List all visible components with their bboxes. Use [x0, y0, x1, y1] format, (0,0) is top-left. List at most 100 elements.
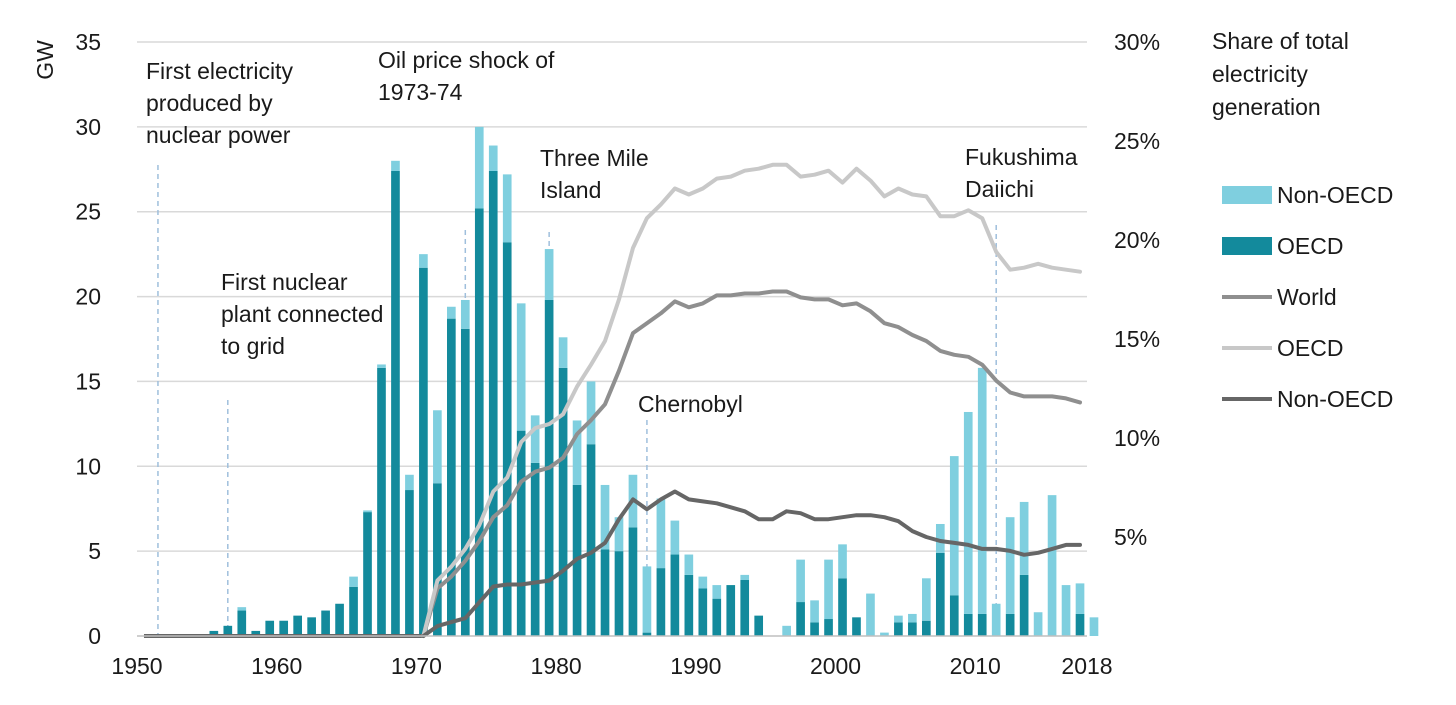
bar-oecd: [642, 632, 652, 636]
y-left-tick-label: 20: [75, 284, 101, 310]
bar-oecd: [894, 622, 903, 636]
bar-non-oecd: [894, 615, 903, 623]
y-left-tick-label: 15: [75, 368, 101, 394]
x-tick-label: 1950: [111, 653, 162, 679]
bar-oecd: [558, 367, 568, 636]
y-right-tick-label: 20%: [1114, 227, 1160, 253]
legend-label: World: [1277, 284, 1337, 310]
bar-oecd: [405, 490, 414, 636]
annotation-text: 1973-74: [378, 79, 463, 105]
bar-oecd: [740, 579, 750, 636]
bar-oecd: [530, 462, 540, 636]
series-line-oecd: [421, 162, 1082, 638]
bar-oecd: [335, 603, 344, 636]
bar-oecd: [852, 617, 861, 636]
bar-oecd: [223, 625, 233, 636]
bar-oecd: [460, 328, 470, 636]
bar-oecd: [600, 549, 610, 636]
x-tick-label: 1990: [670, 653, 721, 679]
annotation-text: to grid: [221, 333, 285, 359]
x-tick-label: 1980: [531, 653, 582, 679]
bar-oecd: [935, 552, 945, 636]
annotation-text: nuclear power: [146, 122, 291, 148]
x-tick-label: 2018: [1061, 653, 1112, 679]
annotations: First electricity produced by nuclear powe…: [146, 47, 1078, 417]
bar-non-oecd: [740, 574, 750, 580]
y-left-tick-label: 30: [75, 114, 101, 140]
bar-oecd: [516, 430, 526, 636]
annotation-text: First nuclear: [221, 269, 348, 295]
annotation-text: Fukushima: [965, 144, 1078, 170]
bar-non-oecd: [502, 174, 512, 243]
bar-oecd: [209, 630, 219, 636]
legend: Non-OECD OECD World OECD Non-OECD: [1222, 182, 1393, 412]
bar-oecd: [237, 610, 247, 636]
bar-non-oecd: [782, 625, 791, 636]
bar-oecd: [977, 613, 987, 636]
x-tick-label: 1970: [391, 653, 442, 679]
bar-non-oecd: [1033, 612, 1043, 636]
bar-non-oecd: [977, 367, 987, 614]
annotation-text: First electricity: [146, 58, 293, 84]
bar-oecd: [391, 170, 400, 637]
bar-non-oecd: [1047, 495, 1057, 636]
bar-non-oecd: [600, 484, 610, 550]
series-line-non-oecd: [421, 489, 1082, 638]
bar-oecd: [586, 444, 596, 636]
bar-oecd: [614, 551, 624, 636]
annotation-text: plant connected: [221, 301, 383, 327]
bar-oecd: [824, 619, 833, 636]
bar-non-oecd: [922, 578, 931, 621]
bar-oecd: [433, 483, 442, 636]
y-left-tick-label: 5: [88, 538, 101, 564]
bar-non-oecd: [586, 381, 596, 445]
legend-label: Non-OECD: [1277, 386, 1393, 412]
bar-oecd: [963, 613, 973, 636]
bar-non-oecd: [991, 603, 1001, 636]
bar-non-oecd: [363, 510, 372, 513]
bar-oecd: [447, 318, 456, 636]
x-tick-label: 2000: [810, 653, 861, 679]
bar-non-oecd: [377, 364, 386, 368]
bar-non-oecd: [1005, 517, 1015, 614]
annotation-text: Oil price shock of: [378, 47, 555, 73]
y-right-tick-label: 10%: [1114, 425, 1160, 451]
annotation-text: produced by: [146, 90, 273, 116]
bar-non-oecd: [1089, 617, 1099, 636]
bar-oecd: [1019, 574, 1029, 636]
bar-oecd: [712, 598, 722, 636]
x-tick-label: 1960: [251, 653, 302, 679]
bar-oecd: [796, 602, 805, 636]
y-left-tick-label: 35: [75, 29, 101, 55]
legend-label: Non-OECD: [1277, 182, 1393, 208]
bar-oecd: [488, 170, 498, 637]
y-right-axis-label: Share of total: [1212, 28, 1349, 54]
bar-oecd: [321, 610, 330, 636]
bar-oecd: [838, 578, 847, 636]
x-tick-label: 2010: [950, 653, 1001, 679]
annotation-text: Island: [540, 177, 601, 203]
bar-oecd: [502, 242, 512, 636]
bar-non-oecd: [935, 523, 945, 553]
y-left-tick-label: 0: [88, 623, 101, 649]
bar-non-oecd: [656, 498, 666, 569]
bar-non-oecd: [824, 559, 833, 620]
bar-oecd: [363, 512, 372, 636]
y-right-tick-label: 15%: [1114, 326, 1160, 352]
bar-non-oecd: [963, 411, 973, 614]
bar-oecd: [251, 630, 261, 636]
bar-non-oecd: [810, 600, 819, 623]
bar-non-oecd: [1075, 583, 1085, 614]
y-right-axis-label: generation: [1212, 94, 1321, 120]
annotation-text: Three Mile: [540, 145, 649, 171]
bar-oecd: [922, 620, 931, 636]
bar-non-oecd: [866, 593, 875, 636]
bar-oecd: [279, 620, 289, 636]
bar-non-oecd: [684, 554, 694, 575]
bar-non-oecd: [572, 420, 582, 485]
bar-oecd: [1005, 613, 1015, 636]
bar-oecd: [949, 595, 959, 636]
bar-non-oecd: [1061, 585, 1071, 636]
bar-oecd: [474, 208, 484, 636]
